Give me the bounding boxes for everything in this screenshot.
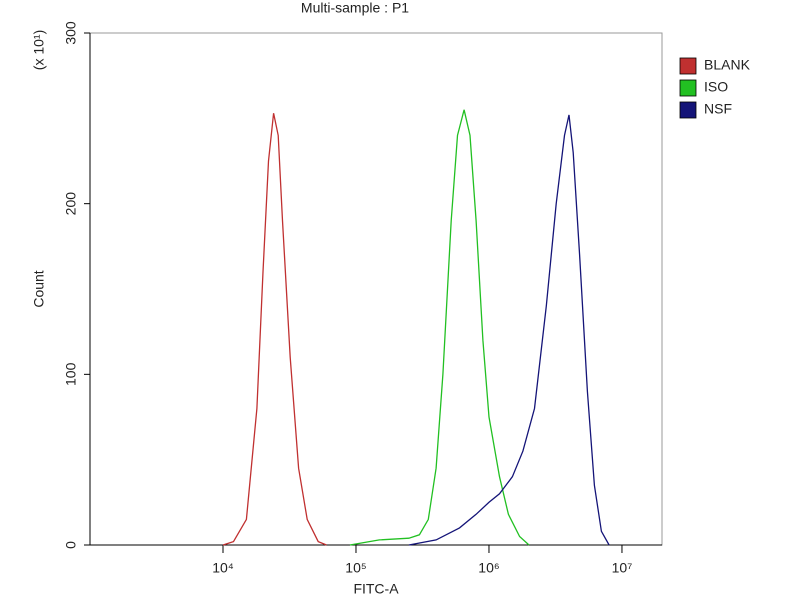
- y-tick-label: 100: [63, 362, 79, 386]
- y-axis-label: Count: [31, 270, 47, 307]
- legend-label: NSF: [704, 101, 732, 117]
- legend-label: ISO: [704, 79, 728, 95]
- series-line: [222, 113, 327, 546]
- series-line: [349, 109, 530, 546]
- legend-label: BLANK: [704, 57, 751, 73]
- x-tick-label: 10⁵: [345, 560, 366, 576]
- series-line: [408, 114, 610, 546]
- x-tick-label: 10⁴: [212, 560, 234, 576]
- x-tick-label: 10⁶: [478, 560, 499, 576]
- x-axis-label: FITC-A: [353, 581, 399, 597]
- legend-swatch: [679, 101, 697, 119]
- x-tick-label: 10⁷: [612, 560, 633, 576]
- y-tick-label: 300: [63, 21, 79, 45]
- legend-swatch: [679, 79, 697, 97]
- y-tick-label: 200: [63, 192, 79, 216]
- chart-title: Multi-sample : P1: [301, 0, 409, 16]
- legend-swatch: [679, 57, 697, 75]
- y-tick-label: 0: [63, 541, 79, 549]
- plot-frame: [89, 32, 663, 546]
- y-axis-unit: (x 10¹): [31, 30, 47, 70]
